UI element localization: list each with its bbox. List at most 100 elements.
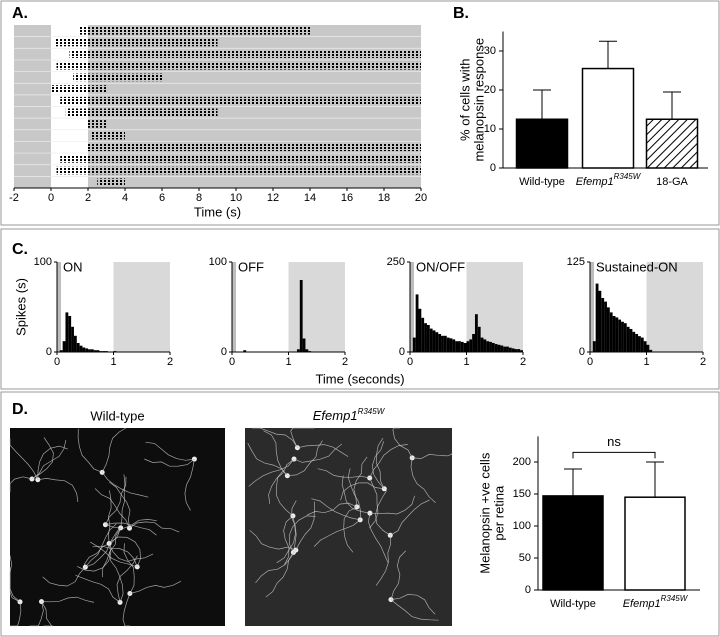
y-tick-label: 0 xyxy=(525,584,531,596)
histogram-bar xyxy=(446,337,450,352)
neuron-process xyxy=(276,515,296,564)
bar xyxy=(624,496,686,591)
stimulus-onset xyxy=(232,262,236,352)
x-tick-label: 16 xyxy=(341,192,353,204)
histogram-bar xyxy=(632,331,636,352)
y-tick-label: 125 xyxy=(567,256,585,268)
histogram-bar xyxy=(598,290,602,352)
neuron-process xyxy=(101,472,149,498)
spike-row xyxy=(91,131,125,140)
histogram-bar xyxy=(458,341,461,352)
histogram-bar xyxy=(73,335,77,352)
neuron-process xyxy=(9,555,21,603)
y-tick-label: 0 xyxy=(399,346,405,358)
histogram-bar xyxy=(71,326,74,352)
histogram-bar xyxy=(506,346,509,352)
histogram-bar xyxy=(517,349,521,352)
neuron-process xyxy=(120,474,126,528)
y-tick-label: 20 xyxy=(484,84,496,96)
neuron-process xyxy=(390,499,430,536)
x-tick-label: 2 xyxy=(167,356,173,368)
histogram-bar xyxy=(96,350,100,352)
x-tick-label: Wild-type xyxy=(550,598,596,610)
panel-border xyxy=(0,0,720,226)
neuron-process xyxy=(31,437,54,480)
neuron-process xyxy=(77,428,103,473)
neuron-process xyxy=(295,501,315,551)
histogram-bar xyxy=(65,312,69,352)
significance-bracket xyxy=(572,451,656,459)
neuron-process xyxy=(10,601,22,627)
panel-label: C. xyxy=(12,241,28,258)
histogram-bar xyxy=(489,341,492,352)
neuron-process xyxy=(90,541,138,568)
neuron-process xyxy=(410,457,436,504)
panel-label: D. xyxy=(12,401,28,418)
histogram-bar xyxy=(649,349,653,352)
x-axis-label: Time (s) xyxy=(194,204,241,219)
x-tick-label: 12 xyxy=(267,192,279,204)
histogram-bar xyxy=(438,334,442,352)
neuron-process xyxy=(268,458,295,504)
x-tick-label: 0 xyxy=(48,192,54,204)
histogram-bar xyxy=(621,321,624,352)
neuron-process xyxy=(9,438,39,480)
x-tick-label: Efemp1R345W xyxy=(623,594,689,610)
light-off-period xyxy=(646,262,703,352)
spike-row xyxy=(97,178,125,186)
y-tick-label: 100 xyxy=(34,256,52,268)
neuron-process xyxy=(275,470,294,517)
histogram-bar xyxy=(424,323,427,352)
histogram-bar xyxy=(497,344,501,352)
histogram-bar xyxy=(618,319,622,352)
histogram-bar xyxy=(463,343,467,352)
y-tick-label: 150 xyxy=(513,488,531,500)
x-tick-label: Wild-type xyxy=(519,176,565,188)
histogram-bar xyxy=(520,350,523,352)
cell-body xyxy=(117,599,123,605)
histogram-bar xyxy=(626,326,630,352)
y-tick-label: 0 xyxy=(46,346,52,358)
neuron-process xyxy=(105,476,127,525)
histogram-bar xyxy=(443,335,447,352)
histogram-bar xyxy=(604,301,607,352)
histogram-bar xyxy=(486,341,490,352)
x-tick-label: 0 xyxy=(54,356,60,368)
histogram-bar xyxy=(595,283,599,352)
neuron-process xyxy=(37,478,79,503)
histogram-bar xyxy=(635,334,639,352)
spike-row xyxy=(56,166,422,175)
neuron-process xyxy=(85,527,120,568)
image-title: Wild-type xyxy=(90,408,144,423)
light-off-period xyxy=(113,262,170,352)
x-tick-label: 10 xyxy=(230,192,242,204)
neuron-process xyxy=(341,475,370,514)
neuron-process xyxy=(372,441,385,490)
neuron-process xyxy=(252,427,298,448)
histogram-bar xyxy=(460,341,464,352)
y-axis-label: per retina xyxy=(491,485,506,541)
histogram-bar xyxy=(441,335,444,352)
panel-label: B. xyxy=(453,5,469,22)
neuron-process xyxy=(249,530,296,551)
image-title-main: Efemp1 xyxy=(313,408,358,423)
neuron-process xyxy=(101,527,121,578)
neuron-process xyxy=(109,551,124,603)
spike-row xyxy=(88,120,107,128)
bar xyxy=(581,67,635,169)
neuron-process xyxy=(116,555,138,603)
neuron-process xyxy=(129,580,182,594)
neuron-process xyxy=(41,601,54,627)
histogram-bar xyxy=(435,332,439,352)
histogram-bar xyxy=(68,316,72,352)
neuron-process xyxy=(123,543,135,594)
x-tick-label: 6 xyxy=(159,192,165,204)
neuron-process xyxy=(75,574,121,603)
histogram-bar xyxy=(500,345,504,352)
neuron-process xyxy=(375,535,391,586)
neuron-process xyxy=(110,536,141,568)
y-tick-label: 200 xyxy=(513,456,531,468)
x-tick-label-main: Efemp1 xyxy=(576,176,614,188)
neuron-process xyxy=(375,490,391,536)
histogram-bar xyxy=(503,346,507,352)
